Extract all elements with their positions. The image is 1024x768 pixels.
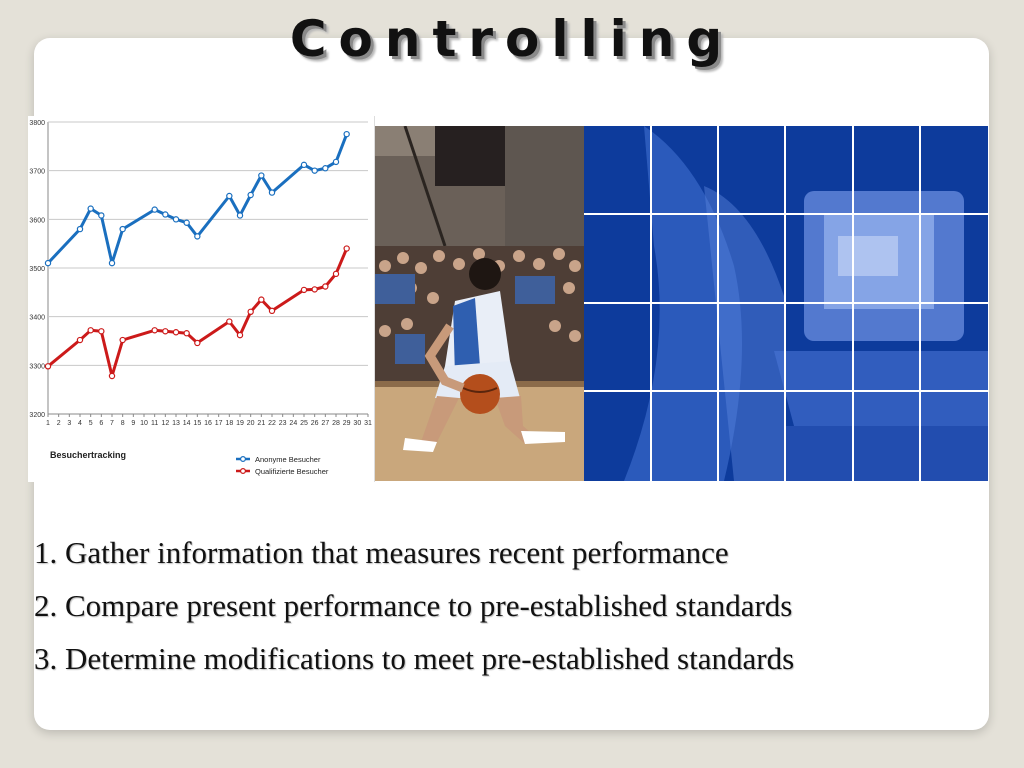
data-point	[247, 191, 254, 199]
data-point	[44, 259, 52, 267]
data-point	[343, 130, 350, 138]
data-point	[108, 372, 116, 380]
data-point	[87, 205, 94, 212]
data-point	[311, 286, 318, 293]
visitor-tracking-chart: 3200 3300 3400 3500 3600 3700 3800 1 2 3 4 5 6 7 8 9 10 1…	[28, 116, 375, 482]
x-tick-label: 15	[193, 420, 201, 427]
data-point	[162, 211, 169, 218]
legend-label: Qualifizierte Besucher	[255, 467, 329, 476]
data-point	[194, 339, 201, 347]
data-point	[98, 328, 105, 335]
data-point	[247, 308, 254, 315]
x-tick-label: 2	[57, 420, 61, 427]
chart-title: Besuchertracking	[50, 450, 126, 460]
slide-title: Controlling	[289, 10, 735, 68]
basketball-photo-illustration	[375, 126, 584, 481]
data-point	[162, 328, 169, 335]
data-point	[76, 225, 84, 233]
step-item-2: 2. Compare present performance to pre-es…	[34, 588, 793, 623]
x-tick-label: 17	[215, 420, 223, 427]
step-item-1: 1. Gather information that measures rece…	[34, 535, 729, 570]
x-tick-label: 20	[247, 420, 255, 427]
x-tick-label: 13	[172, 420, 180, 427]
data-point	[151, 206, 158, 213]
data-point	[258, 296, 265, 303]
legend-swatch-marker	[240, 468, 247, 475]
x-tick-label: 30	[353, 420, 361, 427]
data-point	[119, 225, 126, 233]
x-tick-label: 12	[161, 420, 169, 427]
data-point	[44, 363, 52, 370]
x-tick-label: 31	[364, 420, 372, 427]
y-tick-label: 3600	[29, 217, 45, 224]
x-tick-label: 14	[183, 420, 191, 427]
x-tick-label: 10	[140, 420, 148, 427]
data-point	[119, 336, 126, 344]
data-point	[151, 327, 158, 334]
x-tick-label: 11	[151, 420, 158, 427]
data-point	[87, 327, 94, 334]
data-point	[322, 165, 329, 172]
x-tick-label: 7	[110, 420, 114, 427]
data-point	[311, 167, 318, 174]
data-point	[258, 172, 265, 179]
data-point	[172, 329, 180, 336]
data-point	[300, 161, 308, 169]
x-tick-label: 27	[321, 420, 329, 427]
x-tick-label: 1	[46, 420, 50, 427]
x-tick-label: 23	[279, 420, 287, 427]
data-point	[76, 336, 84, 344]
y-tick-label: 3200	[29, 412, 45, 419]
step-item-3: 3. Determine modifications to meet pre-e…	[34, 641, 795, 676]
x-tick-label: 29	[343, 420, 351, 427]
data-point	[332, 158, 340, 166]
y-tick-label: 3300	[29, 363, 45, 370]
x-tick-label: 9	[131, 420, 135, 427]
x-tick-label: 3	[67, 420, 71, 427]
y-tick-label: 3800	[29, 120, 45, 127]
data-point	[226, 192, 233, 200]
data-point	[300, 286, 308, 294]
y-tick-label: 3700	[29, 169, 45, 176]
y-tick-label: 3400	[29, 315, 45, 322]
x-tick-label: 6	[99, 420, 103, 427]
data-point	[332, 270, 340, 278]
data-point	[236, 212, 244, 219]
computer-operator-image	[584, 126, 988, 481]
data-point	[183, 330, 190, 337]
basketball-player-photo	[375, 126, 584, 481]
data-point	[183, 219, 190, 226]
data-point	[268, 189, 276, 196]
data-point	[268, 307, 276, 315]
data-point	[322, 283, 329, 290]
x-tick-label: 8	[121, 420, 125, 427]
computer-image-illustration	[584, 126, 988, 481]
x-tick-label: 21	[257, 420, 265, 427]
data-point	[343, 245, 350, 252]
data-point	[226, 318, 233, 325]
x-tick-label: 24	[289, 420, 297, 427]
legend-label: Anonyme Besucher	[255, 455, 321, 464]
x-tick-label: 19	[236, 420, 244, 427]
x-tick-label: 22	[268, 420, 276, 427]
y-tick-label: 3500	[29, 266, 45, 273]
data-point	[236, 331, 244, 339]
x-tick-label: 26	[311, 420, 319, 427]
legend-swatch-marker	[240, 456, 247, 463]
data-point	[194, 233, 201, 240]
x-tick-label: 25	[300, 420, 308, 427]
data-point	[172, 216, 180, 223]
series-line-1	[46, 133, 349, 265]
data-point	[98, 212, 105, 219]
controlling-steps-list: 1. Gather information that measures rece…	[34, 530, 794, 689]
x-tick-label: 4	[78, 420, 82, 427]
x-tick-label: 18	[225, 420, 233, 427]
x-tick-label: 28	[332, 420, 340, 427]
x-tick-label: 5	[89, 420, 93, 427]
x-tick-label: 16	[204, 420, 212, 427]
data-point	[108, 259, 116, 267]
